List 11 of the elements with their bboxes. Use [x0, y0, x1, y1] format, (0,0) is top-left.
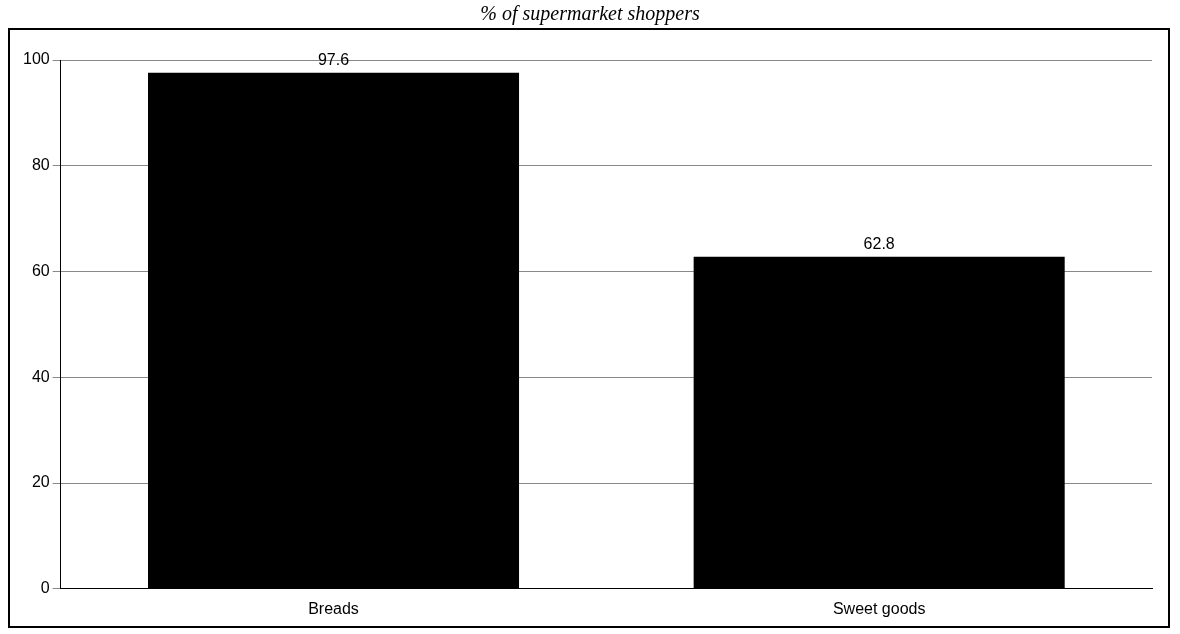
x-tick-label: Sweet goods [832, 599, 926, 617]
y-tick-label: 80 [31, 156, 50, 174]
data-label: 62.8 [863, 235, 895, 253]
y-tick-label: 60 [31, 261, 50, 279]
x-tick-label: Breads [308, 599, 359, 617]
chart-title: % of supermarket shoppers [479, 1, 701, 26]
y-tick-label: 40 [31, 367, 50, 385]
y-tick-label: 20 [31, 473, 50, 491]
y-tick-label: 100 [22, 50, 50, 68]
data-label: 97.6 [317, 51, 350, 69]
y-tick-label: 0 [40, 579, 50, 597]
